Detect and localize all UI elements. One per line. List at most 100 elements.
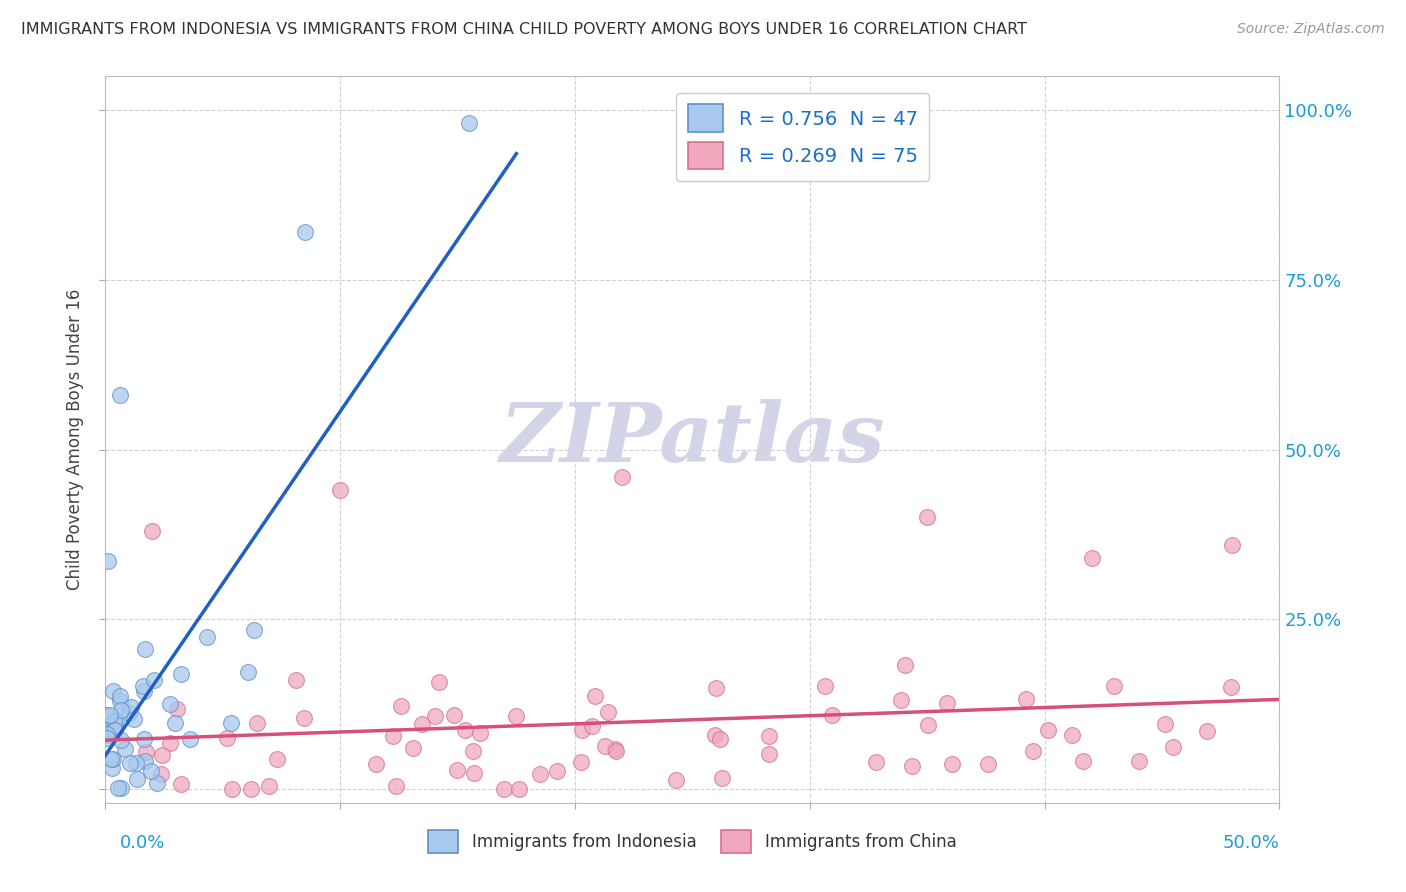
Point	[492, 782, 515, 797]
Point	[605, 744, 627, 758]
Point	[581, 719, 603, 733]
Text: Source: ZipAtlas.com: Source: ZipAtlas.com	[1237, 22, 1385, 37]
Point	[366, 757, 388, 772]
Point	[605, 742, 627, 756]
Point	[108, 689, 131, 703]
Point	[134, 754, 156, 768]
Point	[704, 728, 727, 742]
Point	[240, 782, 263, 797]
Point	[132, 684, 155, 698]
Point	[385, 780, 408, 794]
Point	[814, 679, 837, 693]
Point	[865, 755, 887, 769]
Point	[1060, 727, 1083, 741]
Point	[1071, 754, 1094, 768]
Point	[118, 756, 141, 771]
Point	[132, 679, 155, 693]
Point	[593, 739, 616, 754]
Point	[941, 757, 963, 772]
Point	[1038, 723, 1060, 737]
Point	[120, 700, 142, 714]
Point	[215, 731, 238, 745]
Point	[294, 225, 316, 239]
Point	[108, 388, 131, 402]
Point	[98, 708, 121, 723]
Text: ZIPatlas: ZIPatlas	[499, 400, 886, 479]
Point	[381, 729, 404, 743]
Point	[890, 693, 912, 707]
Text: 0.0%: 0.0%	[120, 834, 165, 852]
Point	[329, 483, 352, 498]
Point	[110, 780, 132, 795]
Point	[101, 722, 124, 736]
Point	[917, 718, 939, 732]
Point	[118, 706, 141, 720]
Point	[219, 716, 242, 731]
Point	[458, 116, 481, 130]
Point	[97, 554, 120, 568]
Point	[900, 759, 922, 773]
Point	[266, 752, 288, 766]
Point	[610, 469, 633, 483]
Point	[1080, 551, 1102, 566]
Point	[1222, 538, 1244, 552]
Point	[758, 729, 780, 743]
Point	[104, 713, 127, 727]
Point	[1128, 754, 1150, 768]
Point	[402, 740, 425, 755]
Point	[125, 772, 148, 787]
Point	[146, 776, 169, 790]
Legend: Immigrants from Indonesia, Immigrants from China: Immigrants from Indonesia, Immigrants fr…	[422, 823, 963, 860]
Point	[195, 630, 218, 644]
Point	[134, 642, 156, 657]
Point	[758, 747, 780, 761]
Point	[454, 723, 477, 738]
Point	[107, 780, 129, 795]
Point	[1161, 740, 1184, 755]
Point	[141, 524, 163, 538]
Point	[110, 703, 132, 717]
Point	[170, 667, 193, 681]
Point	[103, 752, 125, 766]
Point	[569, 755, 592, 769]
Point	[150, 766, 173, 780]
Point	[427, 675, 450, 690]
Point	[894, 658, 917, 673]
Point	[468, 726, 491, 740]
Point	[114, 741, 136, 756]
Point	[124, 712, 146, 726]
Point	[134, 731, 156, 746]
Text: 50.0%: 50.0%	[1223, 834, 1279, 852]
Point	[505, 709, 527, 723]
Y-axis label: Child Poverty Among Boys Under 16: Child Poverty Among Boys Under 16	[66, 289, 84, 590]
Point	[546, 764, 568, 778]
Point	[159, 736, 181, 750]
Point	[108, 694, 131, 708]
Point	[529, 767, 551, 781]
Point	[443, 708, 465, 723]
Point	[411, 716, 433, 731]
Point	[179, 732, 201, 747]
Point	[97, 728, 120, 742]
Point	[159, 697, 181, 711]
Point	[1015, 691, 1038, 706]
Point	[96, 707, 118, 722]
Point	[571, 723, 593, 737]
Point	[170, 777, 193, 791]
Point	[103, 714, 125, 728]
Point	[125, 756, 148, 771]
Point	[104, 723, 127, 737]
Point	[704, 681, 727, 696]
Point	[977, 757, 1000, 772]
Point	[96, 727, 118, 741]
Point	[284, 673, 307, 687]
Point	[423, 708, 446, 723]
Point	[101, 683, 124, 698]
Point	[101, 761, 124, 775]
Point	[821, 708, 844, 723]
Point	[257, 780, 280, 794]
Point	[221, 782, 243, 797]
Point	[1220, 680, 1243, 694]
Point	[135, 745, 157, 759]
Point	[1153, 717, 1175, 731]
